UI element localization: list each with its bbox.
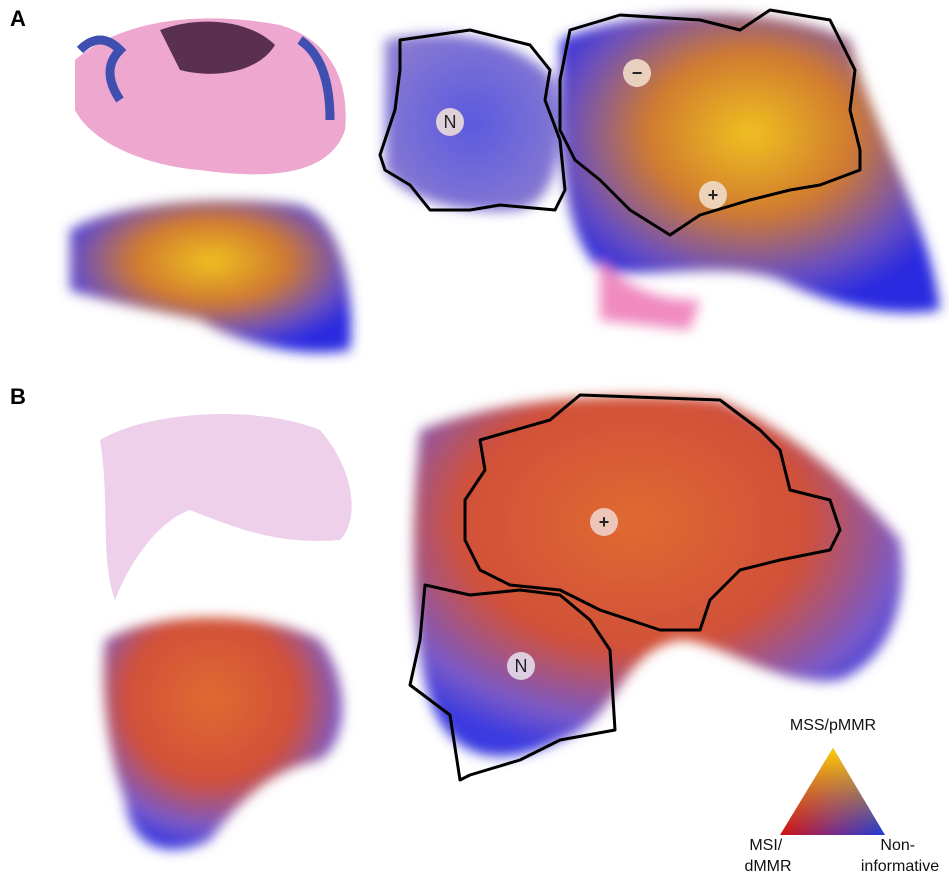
marker-label: + <box>708 185 719 205</box>
legend-label: Non- informative <box>861 837 939 875</box>
panel-label: A <box>10 6 26 31</box>
marker-label: + <box>599 512 610 532</box>
legend-label: MSS/pMMR <box>790 717 876 734</box>
legend-line: Non- <box>880 837 915 854</box>
legend-line: MSI/ <box>749 837 782 854</box>
legend-triangle <box>780 748 885 835</box>
he-thumbnail <box>75 18 346 174</box>
legend-line: dMMR <box>744 858 791 875</box>
color-legend: MSS/pMMR MSI/ dMMR Non- informative <box>744 717 939 875</box>
heatmap-thumbnail <box>104 618 343 850</box>
he-thumbnail <box>100 414 352 600</box>
heatmap-thumbnail <box>70 200 351 352</box>
legend-label: MSI/ dMMR <box>744 837 791 875</box>
panel-label: B <box>10 384 26 409</box>
marker-label: N <box>515 656 528 676</box>
marker-label: − <box>632 63 643 83</box>
legend-line: informative <box>861 858 939 875</box>
heatmap-overlay <box>413 396 902 756</box>
figure: A N − + B + N MSS/pMMR MSI/ dMMR <box>0 0 949 881</box>
marker-label: N <box>444 112 457 132</box>
